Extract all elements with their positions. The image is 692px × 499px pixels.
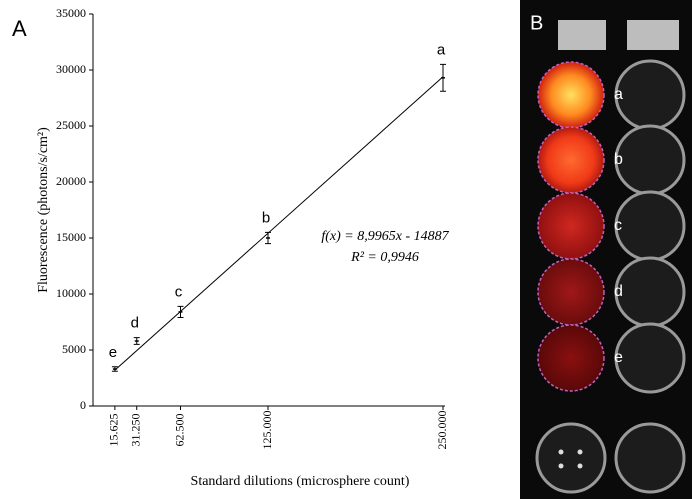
x-tick-label: 62.500	[172, 414, 186, 447]
point-label: d	[131, 315, 139, 332]
x-tick-label: 125.000	[260, 411, 274, 450]
point-label: a	[437, 41, 446, 58]
x-axis-title: Standard dilutions (microsphere count)	[191, 474, 410, 489]
x-tick-label: 250.000	[435, 411, 449, 450]
fit-line	[114, 76, 444, 371]
x-tick-label: 15.625	[107, 414, 121, 447]
x-tick-label: 31.250	[129, 414, 143, 447]
well-label: a	[614, 86, 623, 103]
r-squared: R² = 0,9946	[350, 250, 419, 265]
point-label: e	[109, 344, 117, 361]
y-axis-title: Fluorescence (photons/s/cm²)	[36, 127, 51, 293]
well-label: e	[614, 349, 623, 366]
y-tick-label: 0	[80, 398, 86, 412]
well-label: d	[614, 283, 623, 300]
panel-label: A	[12, 16, 27, 41]
signal-wells	[537, 61, 605, 392]
y-tick-label: 30000	[56, 62, 86, 76]
well-label: b	[614, 151, 623, 168]
y-tick-label: 5000	[62, 342, 86, 356]
point-label: b	[262, 209, 270, 226]
plate-tab	[627, 20, 679, 50]
well-label: c	[614, 217, 622, 234]
y-tick-label: 35000	[56, 6, 86, 20]
y-tick-label: 10000	[56, 286, 86, 300]
point-label: c	[175, 283, 183, 300]
panel-b: B	[520, 0, 692, 499]
y-tick-label: 20000	[56, 174, 86, 188]
equation: f(x) = 8,9965x - 14887	[321, 229, 449, 244]
y-tick-label: 25000	[56, 118, 86, 132]
plate-tab	[558, 20, 606, 50]
empty-wells	[535, 59, 686, 494]
bottom-dots	[558, 449, 583, 469]
y-tick-label: 15000	[56, 230, 86, 244]
panel-label: B	[530, 12, 543, 34]
